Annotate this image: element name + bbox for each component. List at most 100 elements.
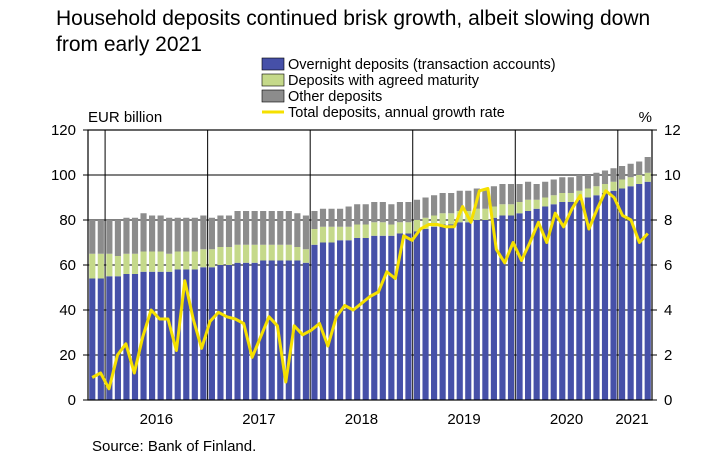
- bar-segment: [362, 224, 369, 238]
- bar-segment: [302, 249, 309, 263]
- bar-segment: [473, 208, 480, 220]
- bar-segment: [328, 242, 335, 400]
- bar-segment: [328, 226, 335, 243]
- bar-segment: [183, 251, 190, 270]
- bar-segment: [636, 161, 643, 175]
- bar-segment: [636, 184, 643, 400]
- bar-segment: [610, 190, 617, 400]
- bar-segment: [490, 217, 497, 400]
- bar-segment: [456, 222, 463, 400]
- bar-segment: [191, 269, 198, 400]
- bar-segment: [593, 186, 600, 196]
- bar-segment: [559, 193, 566, 202]
- bar-segment: [302, 262, 309, 400]
- bar-segment: [114, 276, 121, 400]
- bar-segment: [533, 184, 540, 200]
- bar-segment: [601, 170, 609, 184]
- bar-segment: [525, 199, 532, 211]
- bar-segment: [619, 188, 626, 400]
- y-left-tick-label: 100: [51, 167, 76, 184]
- bar-segment: [396, 222, 403, 234]
- y-right-tick-label: 6: [664, 257, 672, 274]
- legend-entry-label: Overnight deposits (transaction accounts…: [288, 57, 556, 73]
- bar-segment: [431, 226, 438, 400]
- bar-segment: [217, 265, 224, 400]
- bar-segment: [396, 202, 403, 223]
- y-right-tick-label: 4: [664, 302, 672, 319]
- bar-segment: [345, 206, 352, 227]
- bar-segment: [465, 190, 472, 211]
- bar-segment: [644, 181, 651, 400]
- bar-segment: [482, 188, 489, 209]
- bar-segment: [499, 204, 506, 216]
- bar-segment: [89, 253, 96, 279]
- bar-segment: [225, 265, 233, 400]
- bar-segment: [337, 208, 344, 227]
- bar-segment: [345, 240, 352, 400]
- bar-segment: [234, 211, 241, 245]
- y-left-tick-label: 20: [59, 347, 76, 364]
- bar-segment: [431, 215, 438, 227]
- bar-segment: [601, 184, 609, 193]
- bar-segment: [166, 253, 173, 272]
- bar-segment: [405, 233, 412, 400]
- bar-segment: [328, 208, 335, 227]
- bar-segment: [225, 215, 233, 247]
- bar-segment: [413, 231, 421, 400]
- bar-segment: [388, 224, 395, 236]
- bar-segment: [516, 213, 523, 400]
- bar-segment: [225, 247, 233, 265]
- bar-segment: [593, 195, 600, 400]
- bar-segment: [576, 199, 583, 400]
- bar-segment: [345, 226, 352, 241]
- bar-segment: [260, 211, 267, 245]
- bar-segment: [217, 247, 224, 265]
- bar-segment: [89, 278, 96, 400]
- bar-segment: [448, 193, 455, 214]
- bar-segment: [550, 179, 557, 196]
- bar-segment: [567, 177, 574, 193]
- bar-segment: [166, 217, 173, 254]
- bar-segment: [482, 208, 489, 220]
- bar-segment: [448, 213, 455, 225]
- bar-segment: [131, 253, 139, 274]
- growth-rate-line: [91, 187, 649, 391]
- bar-segment: [97, 253, 104, 279]
- bar-segment: [388, 235, 395, 400]
- bar-segment: [251, 262, 258, 400]
- bar-segment: [550, 195, 557, 205]
- bar-segment: [499, 184, 506, 205]
- bar-segment: [285, 260, 292, 400]
- bar-segment: [550, 204, 557, 400]
- y-right-tick-label: 2: [664, 347, 672, 364]
- bar-segment: [200, 249, 207, 268]
- bar-segment: [140, 213, 147, 252]
- bar-segment: [379, 202, 386, 223]
- bar-segment: [302, 215, 309, 250]
- bar-segment: [627, 177, 634, 187]
- bar-segment: [439, 224, 446, 400]
- bar-segment: [174, 251, 181, 270]
- y-left-tick-label: 40: [59, 302, 76, 319]
- bar-segment: [106, 253, 113, 277]
- bar-segment: [533, 208, 540, 400]
- bar-segment: [277, 260, 284, 400]
- bar-segment: [439, 193, 446, 214]
- bar-segment: [114, 256, 121, 277]
- bar-segment: [191, 217, 198, 252]
- bar-segment: [371, 222, 378, 236]
- y-left-tick-label: 120: [51, 122, 76, 139]
- bar-segment: [362, 238, 369, 400]
- y-left-tick-label: 80: [59, 212, 76, 229]
- x-tick-label: 2021: [615, 411, 648, 428]
- bar-segment: [567, 202, 574, 400]
- bar-segment: [106, 276, 113, 400]
- bar-segment: [200, 267, 207, 400]
- bar-segment: [362, 204, 369, 225]
- bar-segment: [311, 211, 318, 229]
- bar-segment: [379, 235, 386, 400]
- x-tick-label: 2020: [550, 411, 583, 428]
- bar-segment: [268, 260, 275, 400]
- bar-segment: [174, 217, 181, 252]
- bar-segment: [559, 202, 566, 400]
